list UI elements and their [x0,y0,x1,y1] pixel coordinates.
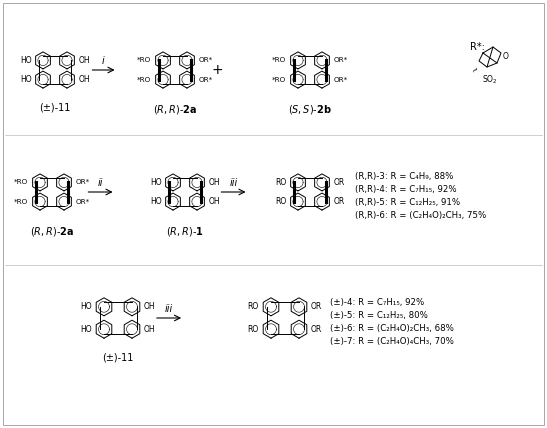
Text: SO$_2$: SO$_2$ [482,73,498,86]
Text: $(R,R)$-$\mathbf{1}$: $(R,R)$-$\mathbf{1}$ [166,225,204,238]
Text: RO: RO [275,178,287,187]
Text: (R,R)-3: R = C₄H₉, 88%: (R,R)-3: R = C₄H₉, 88% [355,172,453,181]
Text: HO: HO [20,75,32,84]
Text: *RO: *RO [14,199,28,205]
Text: OR*: OR* [75,199,90,205]
Text: HO: HO [80,302,92,311]
Text: OH: OH [79,56,90,65]
Text: OH: OH [208,178,220,187]
Text: OH: OH [79,75,90,84]
Text: OR*: OR* [334,57,348,63]
Text: (±)-7: R = (C₂H₄O)₄CH₃, 70%: (±)-7: R = (C₂H₄O)₄CH₃, 70% [330,337,454,346]
Text: HO: HO [150,197,161,206]
Text: ii: ii [98,178,103,188]
Text: OR*: OR* [75,179,90,185]
Text: *RO: *RO [272,77,287,83]
Text: OR: OR [311,325,322,334]
Text: HO: HO [150,178,161,187]
Text: *RO: *RO [137,57,152,63]
Text: HO: HO [20,56,32,65]
Text: (R,R)-4: R = C₇H₁₅, 92%: (R,R)-4: R = C₇H₁₅, 92% [355,185,457,194]
Text: iii: iii [229,178,237,188]
Text: (±)-11: (±)-11 [39,102,71,113]
Text: (±)-11: (±)-11 [102,353,133,363]
Text: OH: OH [144,302,156,311]
Text: RO: RO [275,197,287,206]
Text: (R,R)-6: R = (C₂H₄O)₂CH₃, 75%: (R,R)-6: R = (C₂H₄O)₂CH₃, 75% [355,211,486,220]
Text: i: i [102,56,105,66]
Text: (±)-5: R = C₁₂H₂₅, 80%: (±)-5: R = C₁₂H₂₅, 80% [330,311,428,320]
Text: *RO: *RO [137,77,152,83]
Text: +: + [212,63,223,77]
Text: OH: OH [208,197,220,206]
Text: OR*: OR* [199,77,213,83]
Text: *RO: *RO [14,179,28,185]
Text: *RO: *RO [272,57,287,63]
Text: (±)-4: R = C₇H₁₅, 92%: (±)-4: R = C₇H₁₅, 92% [330,298,424,307]
Text: OR*: OR* [199,57,213,63]
Text: ~: ~ [469,64,481,76]
Text: OR: OR [311,302,322,311]
Text: RO: RO [248,325,259,334]
Text: HO: HO [80,325,92,334]
Text: $(R,R)$-$\mathbf{2a}$: $(R,R)$-$\mathbf{2a}$ [30,225,74,238]
Text: iii: iii [165,304,173,314]
Text: OH: OH [144,325,156,334]
Text: $(R,R)$-$\mathbf{2a}$: $(R,R)$-$\mathbf{2a}$ [153,102,197,116]
Text: $(S,S)$-$\mathbf{2b}$: $(S,S)$-$\mathbf{2b}$ [288,102,332,116]
Text: RO: RO [248,302,259,311]
Text: OR: OR [334,178,345,187]
Text: R*:: R*: [470,42,485,52]
Text: OR: OR [334,197,345,206]
Text: (±)-6: R = (C₂H₄O)₂CH₃, 68%: (±)-6: R = (C₂H₄O)₂CH₃, 68% [330,324,454,333]
Text: OR*: OR* [334,77,348,83]
Text: (R,R)-5: R = C₁₂H₂₅, 91%: (R,R)-5: R = C₁₂H₂₅, 91% [355,198,460,207]
Text: O: O [503,51,509,60]
